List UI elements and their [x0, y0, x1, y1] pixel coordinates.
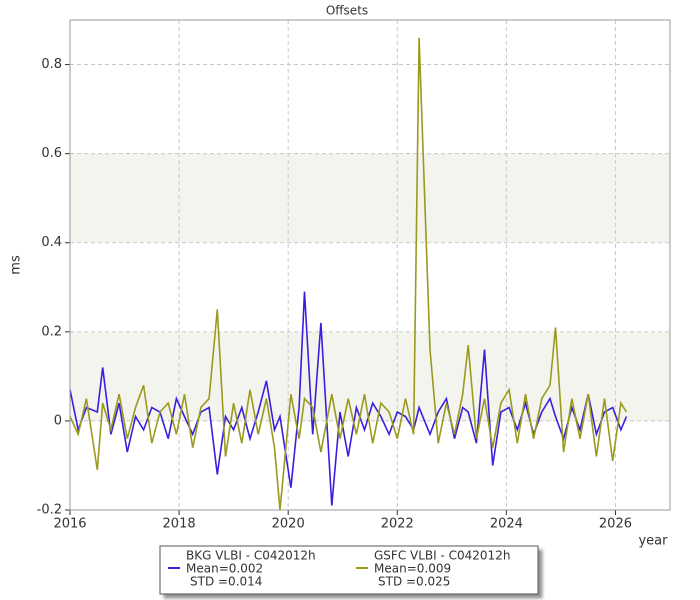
band	[70, 331, 670, 421]
legend-label: BKG VLBI - C042012h	[186, 549, 316, 563]
plot-area: -0.2 0 0.2 0.4 0.6 0.8 2016 2018 2020 2022 2024 202…	[37, 19, 671, 532]
y-tick-label: 0.6	[41, 146, 62, 161]
y-axis-label: ms	[9, 255, 24, 275]
series-line	[69, 291, 628, 506]
legend-stat: Mean=0.002	[186, 562, 263, 576]
plot-border	[69, 19, 671, 511]
series-line	[69, 37, 628, 511]
x-tick-label: 2020	[272, 517, 305, 532]
legend-stat: STD =0.025	[378, 575, 450, 589]
y-tick-label: 0	[54, 413, 62, 428]
band	[70, 153, 670, 243]
x-axis-label: year	[638, 534, 668, 549]
y-tick-label: 0.2	[41, 324, 62, 339]
y-tick-label: 0.4	[41, 235, 62, 250]
x-tick-label: 2024	[490, 517, 523, 532]
x-tick-label: 2016	[53, 517, 86, 532]
legend-stat: STD =0.014	[190, 575, 262, 589]
legend-box	[159, 545, 539, 595]
y-tick-label: -0.2	[37, 503, 62, 518]
legend-label: GSFC VLBI - C042012h	[374, 549, 510, 563]
x-tick-label: 2026	[599, 517, 632, 532]
chart-title: Offsets	[326, 4, 368, 18]
legend-stat: Mean=0.009	[374, 562, 451, 576]
x-tick-label: 2022	[381, 517, 414, 532]
x-tick-label: 2018	[163, 517, 196, 532]
y-tick-label: 0.8	[41, 57, 62, 72]
